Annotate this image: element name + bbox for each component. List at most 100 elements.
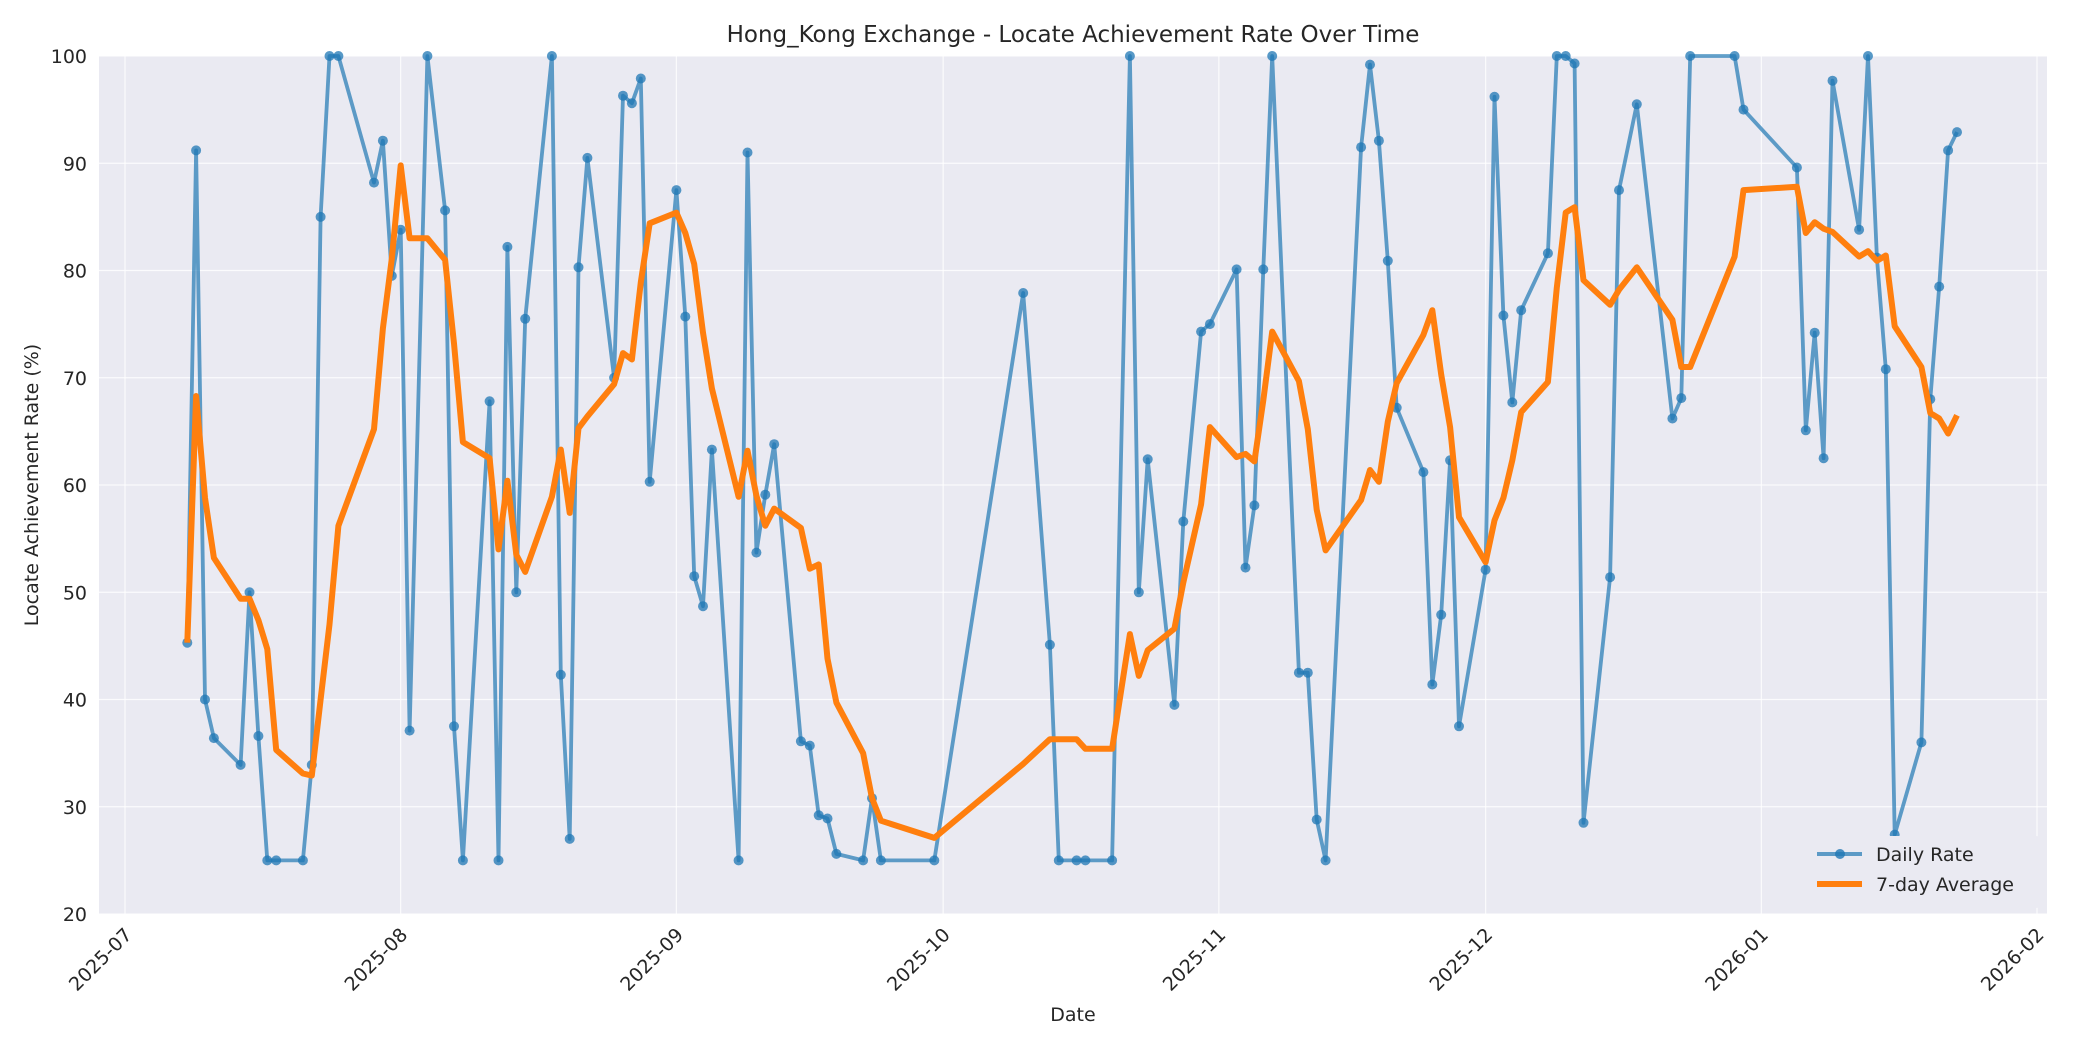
x-tick-label: 2025-11 xyxy=(1159,924,1231,996)
data-point xyxy=(1249,500,1260,511)
data-point xyxy=(1382,255,1393,266)
data-point xyxy=(297,855,308,866)
legend: Daily Rate 7-day Average xyxy=(1804,836,2040,908)
data-point xyxy=(1293,667,1304,678)
data-point xyxy=(377,135,388,146)
data-point xyxy=(831,848,842,859)
data-point xyxy=(1169,699,1180,710)
data-point xyxy=(404,725,415,736)
data-point xyxy=(929,855,940,866)
data-point xyxy=(1267,51,1278,61)
data-point xyxy=(795,736,806,747)
data-point xyxy=(1667,413,1678,424)
data-point xyxy=(1302,667,1313,678)
data-point xyxy=(1676,393,1687,404)
data-point xyxy=(1373,135,1384,146)
y-tick-label: 20 xyxy=(63,904,87,926)
data-point xyxy=(1631,99,1642,110)
data-point xyxy=(440,205,451,216)
data-point xyxy=(1489,91,1500,102)
data-point xyxy=(200,694,210,705)
data-point xyxy=(1071,855,1082,866)
x-axis-ticks: 2025-07 2025-08 2025-09 2025-10 2025-11 2025-… xyxy=(65,924,2049,996)
data-point xyxy=(315,211,326,222)
data-point xyxy=(1080,855,1091,866)
data-point xyxy=(1240,562,1251,573)
data-point xyxy=(1356,142,1367,153)
data-point xyxy=(1258,264,1269,275)
data-point xyxy=(875,855,886,866)
y-tick-label: 90 xyxy=(63,153,87,175)
data-point xyxy=(1196,326,1207,337)
y-tick-label: 30 xyxy=(63,797,87,819)
data-point xyxy=(555,669,566,680)
y-axis-label: Locate Achievement Rate (%) xyxy=(21,344,43,626)
data-point xyxy=(1124,51,1135,61)
data-point xyxy=(244,587,255,598)
data-point xyxy=(635,73,646,84)
x-tick-label: 2026-01 xyxy=(1701,924,1773,996)
data-point xyxy=(618,90,628,101)
data-point xyxy=(1614,185,1624,196)
seven-day-average-line xyxy=(184,162,1960,841)
data-point xyxy=(858,855,869,866)
data-point xyxy=(1605,572,1616,583)
x-tick-label: 2025-10 xyxy=(883,924,955,996)
data-point xyxy=(1142,454,1153,465)
data-point xyxy=(1018,288,1029,298)
data-point xyxy=(742,147,753,158)
data-point xyxy=(804,740,815,751)
data-point xyxy=(1685,51,1696,61)
data-point xyxy=(751,547,762,558)
data-point xyxy=(546,51,557,61)
data-point xyxy=(493,855,504,866)
data-point xyxy=(1560,51,1571,61)
data-point xyxy=(1516,305,1527,316)
data-point xyxy=(449,721,459,732)
data-point xyxy=(644,476,655,487)
data-point xyxy=(1934,281,1945,292)
data-point xyxy=(511,587,522,598)
data-point xyxy=(680,311,691,322)
y-tick-label: 80 xyxy=(63,261,87,283)
legend-label-avg: 7-day Average xyxy=(1876,874,2014,896)
data-point xyxy=(457,855,468,866)
data-point xyxy=(1498,310,1509,321)
legend-marker-daily-icon xyxy=(1835,849,1845,859)
x-axis-label: Date xyxy=(1050,1004,1095,1026)
y-tick-label: 60 xyxy=(63,475,87,497)
data-point xyxy=(769,439,780,450)
data-point xyxy=(1133,587,1144,598)
data-point xyxy=(1507,397,1518,408)
data-point xyxy=(253,731,264,741)
data-point xyxy=(1863,51,1873,61)
chart-title: Hong_Kong Exchange - Locate Achievement … xyxy=(727,22,1420,48)
data-point xyxy=(1427,679,1438,690)
data-point xyxy=(1436,609,1447,620)
data-point xyxy=(1454,721,1464,732)
data-point xyxy=(1107,855,1118,866)
legend-item-daily-rate: Daily Rate xyxy=(1817,844,1974,866)
legend-box xyxy=(1804,836,2040,908)
y-tick-label: 40 xyxy=(63,690,87,712)
data-point xyxy=(1943,145,1954,156)
data-point xyxy=(1569,58,1580,69)
data-point xyxy=(1044,639,1055,650)
data-point xyxy=(1542,248,1553,259)
daily-rate-markers xyxy=(182,51,1962,866)
x-tick-label: 2025-09 xyxy=(616,924,688,996)
y-axis-ticks: 20 30 40 50 60 70 80 90 100 xyxy=(51,46,87,926)
data-point xyxy=(760,489,771,500)
data-point xyxy=(395,224,406,235)
data-point xyxy=(520,313,531,324)
data-point xyxy=(208,733,219,744)
data-point xyxy=(733,855,744,866)
data-point xyxy=(1729,51,1740,61)
data-point xyxy=(1231,264,1242,275)
data-point xyxy=(1827,75,1838,86)
data-point xyxy=(573,262,584,273)
x-tick-label: 2025-08 xyxy=(341,924,413,996)
data-point xyxy=(1818,453,1829,464)
data-point xyxy=(564,833,575,844)
data-point xyxy=(1178,516,1189,527)
